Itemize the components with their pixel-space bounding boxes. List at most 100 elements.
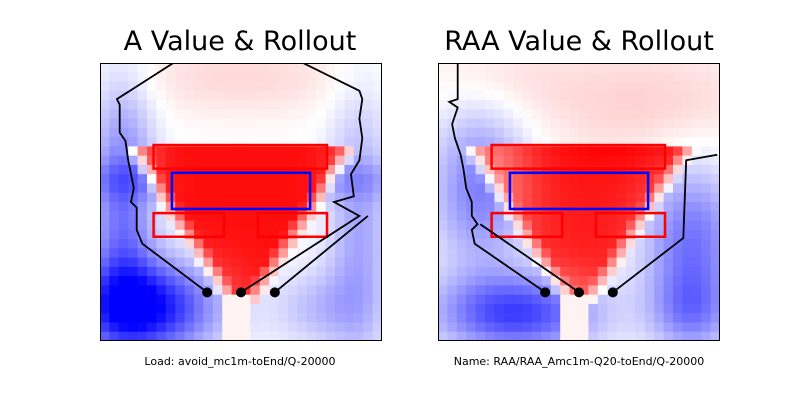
heatmap-cell	[212, 303, 223, 314]
heatmap-cell	[325, 220, 336, 231]
heatmap-cell	[203, 81, 214, 92]
heatmap-cell	[212, 90, 223, 101]
heatmap-cell	[231, 294, 242, 305]
heatmap-cell	[691, 63, 702, 73]
heatmap-cell	[579, 127, 589, 138]
rollout-trajectory	[115, 63, 208, 294]
heatmap-cell	[297, 100, 308, 110]
heatmap-cell	[532, 276, 542, 286]
heatmap-cell	[147, 220, 157, 231]
heatmap-cell	[560, 137, 571, 147]
heatmap-cell	[259, 90, 270, 101]
heatmap-cell	[297, 109, 308, 120]
heatmap-cell	[363, 303, 374, 314]
heatmap-cell	[494, 174, 505, 185]
heatmap-cell	[316, 109, 327, 120]
heatmap-cell	[372, 155, 382, 166]
heatmap-cell	[607, 63, 618, 73]
heatmap-cell	[607, 90, 618, 101]
heatmap-cell	[147, 146, 157, 157]
heatmap-cell	[335, 192, 345, 203]
heatmap-cell	[513, 146, 524, 157]
heatmap-cell	[475, 137, 486, 147]
heatmap-cell	[241, 63, 251, 73]
heatmap-cell	[541, 155, 552, 166]
heatmap-cell	[147, 313, 157, 324]
heatmap-cell	[541, 294, 552, 305]
heatmap-cell	[306, 202, 317, 212]
heatmap-cell	[175, 294, 186, 305]
heatmap-cell	[569, 313, 580, 324]
heatmap-cell	[203, 63, 214, 73]
heatmap-cell	[513, 63, 524, 73]
heatmap-cell	[475, 239, 486, 249]
heatmap-cell	[541, 81, 552, 92]
heatmap-cell	[691, 81, 702, 92]
heatmap-cell	[654, 81, 665, 92]
heatmap-cell	[278, 127, 289, 138]
heatmap-cell	[494, 192, 505, 203]
heatmap-cell	[259, 137, 270, 147]
heatmap-cell	[259, 174, 270, 185]
heatmap-cell	[203, 137, 214, 147]
heatmap-cell	[306, 109, 317, 120]
heatmap-cell	[626, 322, 636, 333]
heatmap-cell	[269, 313, 280, 324]
heatmap-cell	[616, 90, 627, 101]
heatmap-cell	[147, 331, 157, 341]
heatmap-cell	[175, 90, 186, 101]
heatmap-cell	[447, 266, 458, 277]
heatmap-cell	[560, 81, 571, 92]
heatmap-cell	[109, 202, 120, 212]
heatmap-cell	[194, 331, 204, 341]
heatmap-cell	[212, 313, 223, 324]
heatmap-cell	[607, 239, 618, 249]
heatmap-cell	[560, 63, 571, 73]
heatmap-cell	[203, 229, 214, 240]
heatmap-cell	[278, 72, 289, 83]
heatmap-cell	[184, 220, 195, 231]
heatmap-cell	[588, 266, 599, 277]
heatmap-cell	[475, 174, 486, 185]
heatmap-cell	[485, 100, 495, 110]
heatmap-cell	[541, 146, 552, 157]
heatmap-cell	[259, 248, 270, 259]
heatmap-cell	[165, 155, 176, 166]
heatmap-cell	[335, 174, 345, 185]
heatmap-cell	[466, 118, 477, 129]
heatmap-cell	[316, 192, 327, 203]
heatmap-cell	[691, 211, 702, 222]
heatmap-cell	[626, 174, 636, 185]
heatmap-cell	[306, 294, 317, 305]
heatmap-cell	[438, 239, 448, 249]
heatmap-cell	[579, 276, 589, 286]
heatmap-cell	[550, 183, 561, 194]
heatmap-cell	[485, 322, 495, 333]
heatmap-cell	[297, 331, 308, 341]
heatmap-cell	[541, 331, 552, 341]
heatmap-cell	[353, 313, 364, 324]
heatmap-cell	[438, 137, 448, 147]
heatmap-cell	[156, 146, 167, 157]
heatmap-cell	[128, 192, 139, 203]
heatmap-cell	[597, 100, 608, 110]
heatmap-cell	[494, 303, 505, 314]
heatmap-cell	[156, 63, 167, 73]
heatmap-cell	[616, 229, 627, 240]
heatmap-cell	[513, 257, 524, 268]
heatmap-cell	[137, 164, 148, 175]
heatmap-cell	[118, 164, 129, 175]
heatmap-cell	[475, 313, 486, 324]
heatmap-cell	[569, 146, 580, 157]
heatmap-cell	[466, 100, 477, 110]
heatmap-cell	[456, 81, 467, 92]
heatmap-cell	[118, 220, 129, 231]
heatmap-cell	[156, 100, 167, 110]
heatmap-cell	[663, 229, 674, 240]
heatmap-cell	[550, 211, 561, 222]
heatmap-cell	[541, 211, 552, 222]
heatmap-cell	[447, 313, 458, 324]
heatmap-cell	[109, 285, 120, 296]
heatmap-cell	[597, 211, 608, 222]
heatmap-cell	[710, 276, 720, 286]
